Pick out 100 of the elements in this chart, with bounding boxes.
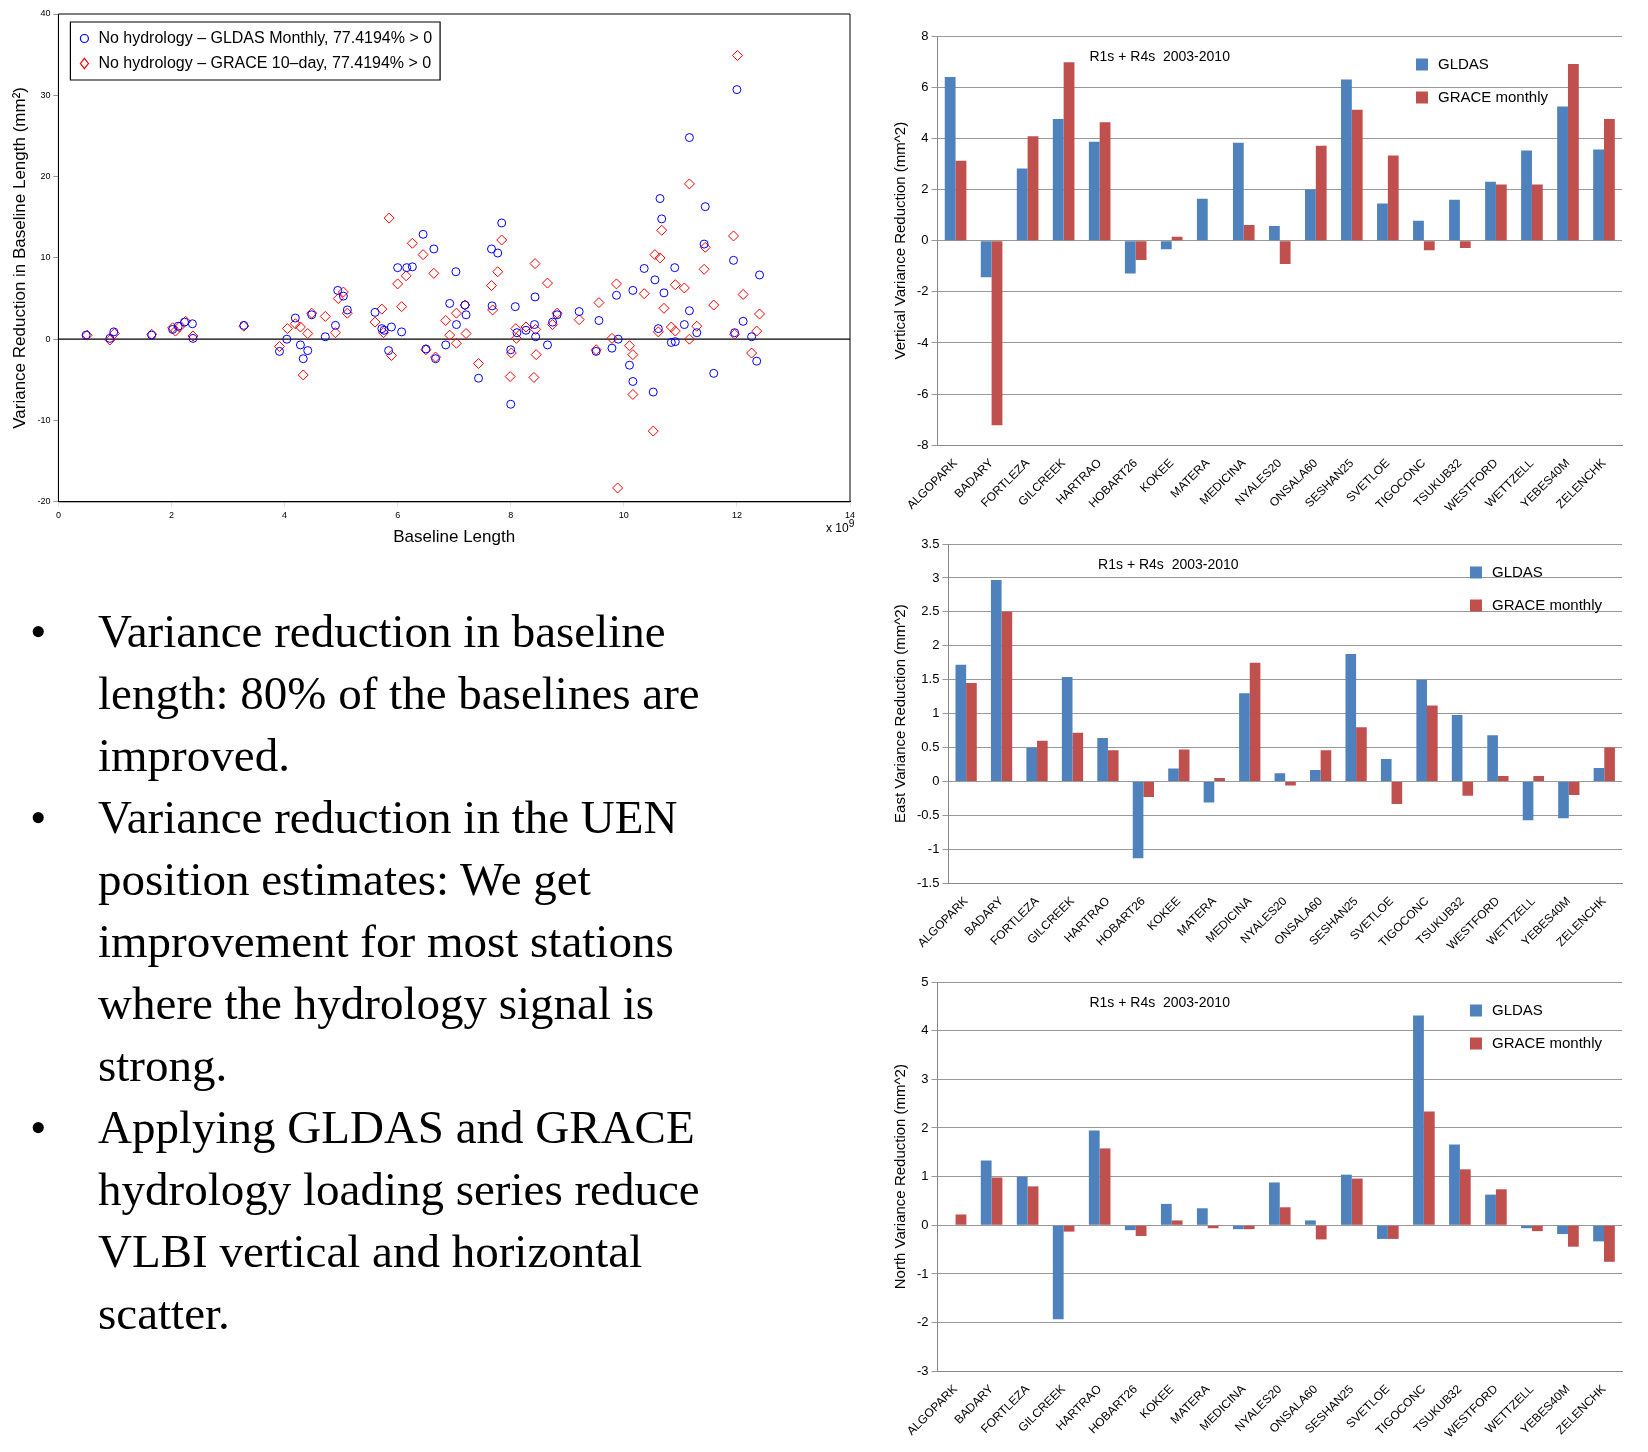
- bar: [1485, 1194, 1496, 1225]
- bar: [1495, 1189, 1507, 1225]
- bar: [1178, 749, 1190, 781]
- bar: [1132, 781, 1144, 859]
- bar: [1052, 1225, 1064, 1320]
- bar: [1097, 738, 1108, 781]
- y-tick-label: 2: [921, 181, 929, 197]
- bar: [980, 1160, 992, 1225]
- bar: [1558, 781, 1569, 819]
- bar: [1567, 1225, 1579, 1247]
- bar: [1027, 136, 1039, 241]
- bar: [1522, 781, 1534, 821]
- bar: [1243, 225, 1255, 241]
- y-tick-label: 4: [921, 129, 929, 145]
- bar: [1061, 676, 1073, 781]
- legend-label: No hydrology – GRACE 10–day, 77.4194% > 0: [98, 53, 432, 71]
- bar: [1171, 236, 1183, 241]
- bar: [1423, 241, 1435, 251]
- bar: [955, 1214, 967, 1225]
- bar: [1380, 759, 1392, 781]
- bar: [955, 664, 967, 781]
- x-tick-label: 12: [731, 509, 742, 520]
- bar: [1377, 203, 1388, 241]
- bar: [1351, 109, 1363, 241]
- y-tick-label: -20: [37, 496, 51, 507]
- bar: [1531, 1225, 1543, 1232]
- bar: [980, 241, 992, 278]
- bar: [1305, 189, 1316, 241]
- bar: [1593, 767, 1605, 781]
- bar: [1345, 653, 1357, 781]
- bar: [1593, 1225, 1604, 1242]
- bar: [1459, 241, 1471, 249]
- x-axis-title: Baseline Length: [393, 527, 516, 547]
- bar: [1171, 1220, 1183, 1225]
- bar: [1497, 776, 1509, 781]
- bar: [1387, 155, 1399, 241]
- bar: [944, 76, 956, 241]
- y-tick-label: -10: [37, 414, 51, 425]
- bar: [991, 241, 1003, 426]
- bar: [1143, 781, 1155, 798]
- bar: [1557, 106, 1568, 241]
- bar: [1160, 1203, 1172, 1225]
- bar: [1391, 781, 1403, 804]
- bar: [1377, 1225, 1388, 1239]
- y-tick-label: -2: [917, 283, 929, 299]
- bar: [1533, 776, 1544, 781]
- bar: [1603, 1225, 1615, 1262]
- bar: [1016, 1176, 1028, 1225]
- bar: [1568, 781, 1580, 796]
- bar: [1107, 750, 1119, 781]
- y-tick-label: -8: [917, 436, 929, 452]
- bar: [955, 160, 967, 241]
- y-tick-label: -1.5: [916, 874, 940, 890]
- bar: [1027, 1186, 1039, 1225]
- y-tick-label: 2: [932, 637, 940, 653]
- bar: [1413, 1015, 1424, 1225]
- y-tick-label: 3.5: [921, 535, 940, 551]
- bar: [1356, 727, 1367, 781]
- bar: [1088, 1130, 1100, 1225]
- bar: [1459, 1169, 1471, 1225]
- bar: [1485, 181, 1496, 241]
- y-tick-label: 5: [921, 973, 929, 989]
- bar: [1016, 168, 1028, 241]
- y-tick-label: 6: [921, 78, 929, 94]
- bar: [1268, 226, 1280, 241]
- x-tick-label: 4: [282, 509, 288, 520]
- bar: [1249, 662, 1261, 781]
- text: • Variance reduction in the UEN position estimates: We get improvement for most stations where the hydrology signal is strong.: [30, 790, 678, 1091]
- bar: [1451, 714, 1463, 781]
- bar: [1239, 693, 1250, 781]
- x-tick-label: 8: [508, 509, 514, 520]
- bar: [991, 1177, 1003, 1225]
- y-tick-label: -2: [917, 1314, 929, 1330]
- bar: [1196, 198, 1208, 241]
- bar: [1168, 768, 1179, 781]
- legend-label: GRACE monthly: [1491, 595, 1603, 613]
- y-tick-label: 3: [921, 1070, 929, 1086]
- bar: [1593, 149, 1604, 241]
- y-tick-label: -6: [917, 385, 929, 401]
- bar: [1315, 1225, 1327, 1240]
- bar: [1160, 241, 1172, 250]
- bar: [1285, 781, 1296, 786]
- legend-label: GLDAS: [1491, 562, 1543, 580]
- bar: [1341, 79, 1352, 241]
- x-tick-label: 10: [618, 509, 629, 520]
- x-tick-label: 14: [844, 509, 856, 520]
- y-tick-label: -4: [917, 334, 929, 350]
- x-tick-label: 0: [55, 509, 61, 520]
- bar: [1315, 145, 1327, 241]
- bar: [1072, 732, 1084, 781]
- bar: [1413, 220, 1424, 241]
- bar: [1487, 735, 1498, 781]
- bar: [1279, 241, 1291, 264]
- bar: [1063, 62, 1075, 241]
- y-tick-label: 20: [40, 171, 51, 182]
- bar: [1557, 1225, 1568, 1235]
- y-tick-label: 4: [921, 1022, 929, 1038]
- y-tick-label: -0.5: [916, 806, 940, 822]
- y-axis-title: Variance Reduction in Baseline Length (mm²): [9, 87, 29, 429]
- y-axis-title: Vertical Variance Reduction (mm^2): [891, 121, 909, 360]
